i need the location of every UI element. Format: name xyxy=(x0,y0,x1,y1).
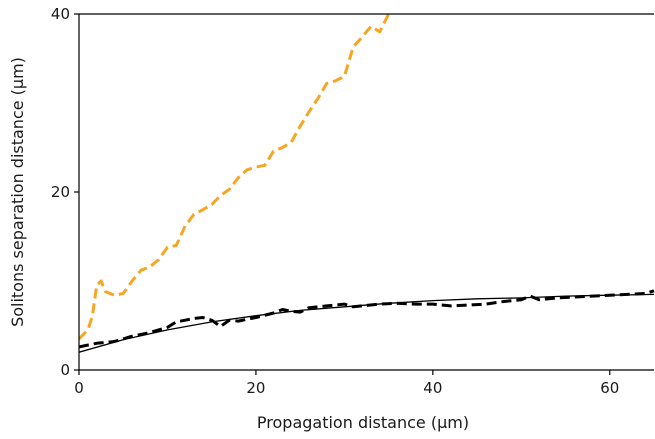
y-tick-label: 40 xyxy=(51,5,70,23)
y-ticks: 0 20 40 xyxy=(51,5,79,379)
axes xyxy=(78,13,654,371)
orange-dashed-series xyxy=(79,14,390,340)
black-solid-fit-series xyxy=(79,293,655,353)
x-tick-label: 40 xyxy=(423,379,442,397)
x-tick-label: 0 xyxy=(74,379,84,397)
y-tick-label: 0 xyxy=(60,361,70,379)
x-ticks: 0 20 40 60 xyxy=(74,370,619,397)
x-tick-label: 60 xyxy=(600,379,619,397)
y-tick-label: 20 xyxy=(51,183,70,201)
y-axis-title: Solitons separation distance (µm) xyxy=(8,57,27,327)
black-dashed-series xyxy=(79,289,655,349)
x-axis-title: Propagation distance (µm) xyxy=(257,413,469,432)
plot-lines xyxy=(79,14,655,353)
x-tick-label: 20 xyxy=(246,379,265,397)
